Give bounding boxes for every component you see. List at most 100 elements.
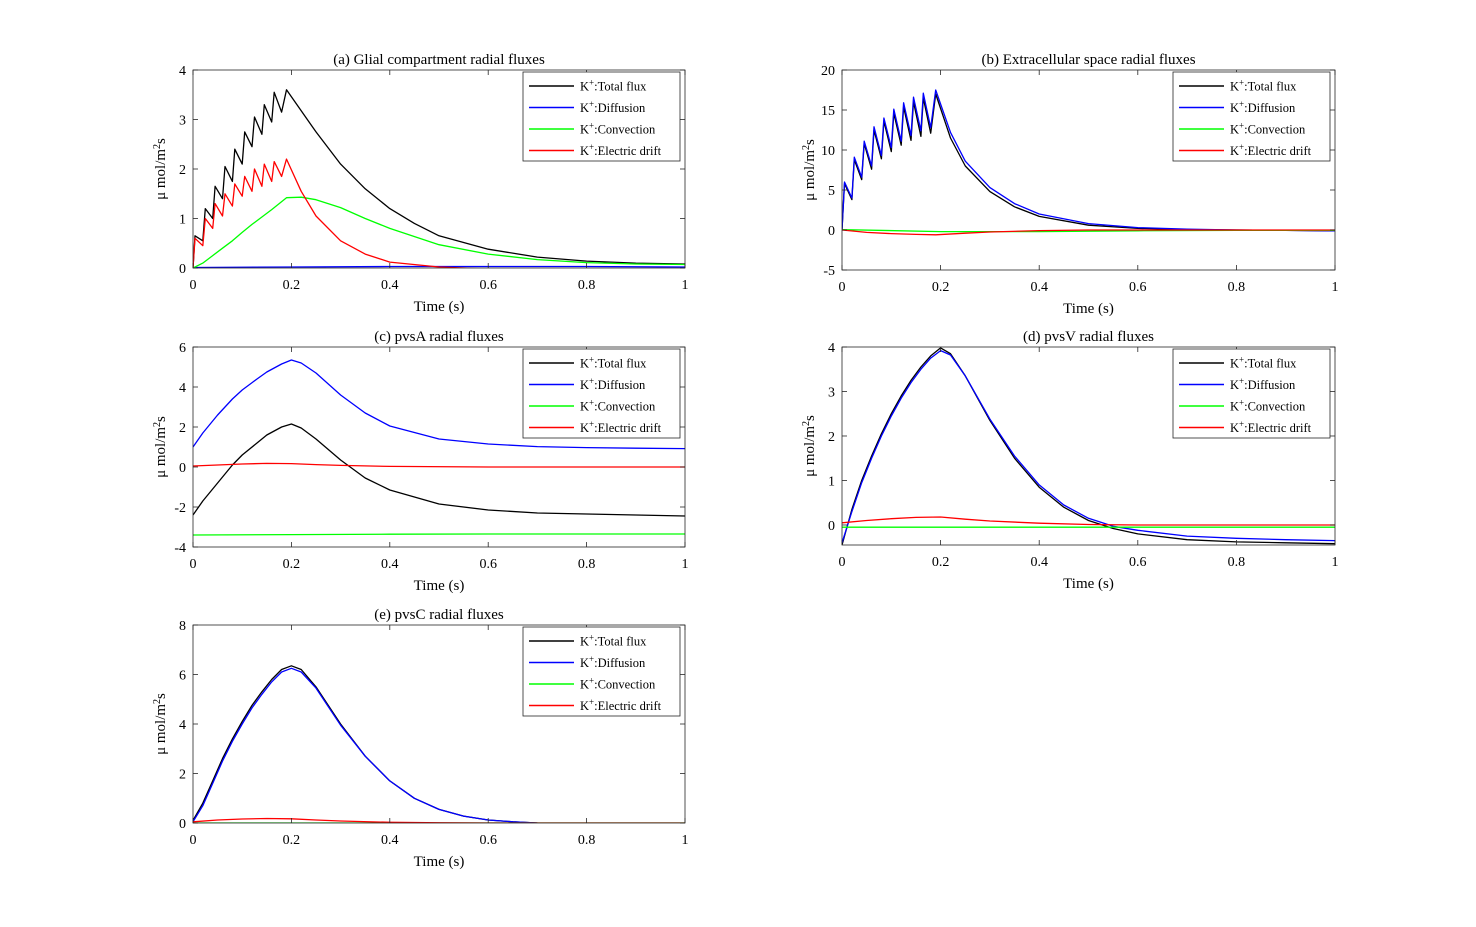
chart-title: (d) pvsV radial fluxes	[1023, 329, 1154, 345]
legend-label: K+:Diffusion	[580, 376, 646, 392]
x-tick-label: 0.6	[1129, 280, 1147, 295]
chart-panel: 0 0.2 0.4 0.6 0.8 1 0 1 2 3 4 (d) pvsV radial fluxe…	[801, 329, 1339, 592]
legend-label: K+:Convection	[580, 121, 656, 137]
y-tick-label: 2	[179, 163, 186, 178]
x-tick-label: 0.4	[381, 833, 399, 848]
y-tick-label: 0	[179, 461, 186, 476]
axes-box	[841, 346, 1336, 546]
x-tick-label: 0	[190, 833, 197, 848]
y-tick-label: 2	[179, 768, 186, 783]
series-line	[193, 196, 685, 268]
x-tick-label: 0	[190, 557, 197, 572]
series-line	[842, 349, 1335, 543]
x-tick-label: 0.4	[381, 278, 399, 293]
legend: K+:Total flux K+:Diffusion K+:Convection K+…	[522, 71, 681, 162]
legend-box	[522, 348, 681, 439]
chart-title: (b) Extracellular space radial fluxes	[981, 52, 1195, 68]
series-line	[193, 817, 685, 823]
series-line	[193, 359, 685, 450]
x-tick-label: 0.6	[1129, 555, 1147, 570]
x-tick-label: 0.6	[479, 278, 497, 293]
legend: K+:Total flux K+:Diffusion K+:Convection K+…	[522, 626, 681, 717]
legend-box	[1172, 71, 1331, 162]
legend-label: K+:Electric drift	[580, 419, 662, 435]
y-tick-label: 8	[179, 619, 186, 634]
y-tick-label: 0	[828, 519, 835, 534]
legend: K+:Total flux K+:Diffusion K+:Convection K+…	[1172, 71, 1331, 162]
y-tick-label: 3	[828, 385, 835, 400]
x-tick-label: 0	[190, 278, 197, 293]
x-axis-label: Time (s)	[414, 299, 465, 315]
y-tick-label: 4	[179, 381, 186, 396]
legend-label: K+:Electric drift	[1230, 142, 1312, 158]
series-line	[193, 462, 685, 468]
legend-label: K+:Electric drift	[1230, 419, 1312, 435]
chart-title: (a) Glial compartment radial fluxes	[333, 52, 545, 68]
y-tick-label: -2	[174, 501, 186, 516]
chart-panel: 0 0.2 0.4 0.6 0.8 1 -5 0 5 10 15 20 (b) Extracellula…	[801, 52, 1339, 317]
series-line	[842, 516, 1335, 526]
y-axis-label: μ mol/m2s	[152, 138, 170, 200]
legend-label: K+:Convection	[580, 398, 656, 414]
series-line	[842, 229, 1335, 236]
y-axis-label: μ mol/m2s	[152, 416, 170, 478]
legend-label: K+:Diffusion	[580, 654, 646, 670]
series-line	[193, 89, 685, 268]
chart-panel: 0 0.2 0.4 0.6 0.8 1 -4 -2 0 2 4 6 (c) pvsA radial fl…	[152, 329, 689, 594]
y-tick-label: 2	[828, 430, 835, 445]
legend-label: K+:Diffusion	[1230, 99, 1296, 115]
legend-label: K+:Total flux	[1230, 355, 1297, 371]
y-tick-label: 1	[179, 213, 186, 228]
x-tick-label: 1	[682, 833, 689, 848]
x-tick-label: 0.8	[1228, 280, 1246, 295]
y-tick-label: 0	[179, 262, 186, 277]
x-tick-label: 0	[839, 555, 846, 570]
legend-label: K+:Electric drift	[580, 697, 662, 713]
x-tick-label: 0.8	[578, 557, 596, 572]
x-tick-label: 1	[1332, 555, 1339, 570]
chart-panel: 0 0.2 0.4 0.6 0.8 1 0 2 4 6 8 (e) pvsC radial fluxe…	[152, 607, 689, 870]
legend-label: K+:Convection	[1230, 121, 1306, 137]
x-tick-label: 0.2	[932, 280, 950, 295]
x-axis-label: Time (s)	[414, 578, 465, 594]
x-tick-label: 0.2	[283, 278, 301, 293]
y-tick-label: 15	[821, 104, 835, 119]
y-axis-label: μ mol/m2s	[152, 693, 170, 755]
y-tick-label: 6	[179, 341, 186, 356]
y-tick-label: 3	[179, 114, 186, 129]
x-tick-label: 0.8	[1228, 555, 1246, 570]
axes-box	[841, 69, 1336, 271]
legend: K+:Total flux K+:Diffusion K+:Convection K+…	[1172, 348, 1331, 439]
legend: K+:Total flux K+:Diffusion K+:Convection K+…	[522, 348, 681, 439]
legend-label: K+:Total flux	[580, 633, 647, 649]
x-axis-label: Time (s)	[1063, 301, 1114, 317]
series-line	[193, 667, 565, 823]
legend-box	[522, 71, 681, 162]
chart-title: (c) pvsA radial fluxes	[374, 329, 504, 345]
y-tick-label: 1	[828, 474, 835, 489]
y-tick-label: 0	[179, 817, 186, 832]
legend-label: K+:Total flux	[580, 78, 647, 94]
y-tick-label: 10	[821, 144, 835, 159]
x-tick-label: 1	[682, 557, 689, 572]
y-tick-label: 6	[179, 669, 186, 684]
x-axis-label: Time (s)	[1063, 576, 1114, 592]
legend-label: K+:Diffusion	[580, 99, 646, 115]
series-line	[193, 423, 685, 517]
y-tick-label: 0	[828, 224, 835, 239]
axes-box	[192, 346, 686, 548]
chart-title: (e) pvsC radial fluxes	[374, 607, 504, 623]
y-tick-label: 4	[828, 341, 835, 356]
y-tick-label: 5	[828, 184, 835, 199]
y-tick-label: -5	[823, 264, 835, 279]
x-tick-label: 1	[1332, 280, 1339, 295]
x-tick-label: 0	[839, 280, 846, 295]
legend-label: K+:Electric drift	[580, 142, 662, 158]
x-tick-label: 0.4	[1030, 280, 1048, 295]
x-tick-label: 0.6	[479, 557, 497, 572]
chart-panel: 0 0.2 0.4 0.6 0.8 1 0 1 2 3 4 (a) Glial compartment…	[152, 52, 689, 315]
legend-label: K+:Diffusion	[1230, 376, 1296, 392]
x-tick-label: 0.8	[578, 833, 596, 848]
legend-label: K+:Total flux	[1230, 78, 1297, 94]
